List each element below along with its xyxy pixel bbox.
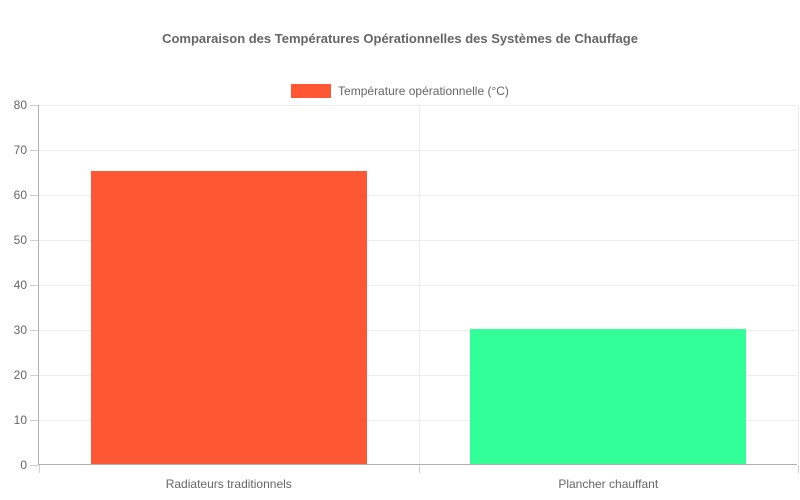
y-axis-tick [30, 420, 38, 421]
y-axis-label: 50 [13, 233, 27, 247]
y-axis-label: 20 [13, 368, 27, 382]
y-axis-label: 60 [13, 188, 27, 202]
x-axis-tick [418, 465, 420, 473]
y-axis-tick [30, 285, 38, 286]
y-axis-tick [30, 330, 38, 331]
chart-title: Comparaison des Températures Opérationne… [162, 31, 638, 46]
y-axis-label: 40 [13, 278, 27, 292]
gridline-horizontal [39, 285, 797, 286]
gridline-horizontal [39, 420, 797, 421]
gridline-horizontal [39, 375, 797, 376]
gridline-horizontal [39, 330, 797, 331]
y-axis-tick [30, 195, 38, 196]
x-axis-label: Radiateurs traditionnels [165, 477, 292, 491]
bar-2[interactable] [470, 329, 746, 464]
legend-swatch [291, 84, 332, 98]
gridline-horizontal [39, 195, 797, 196]
y-axis-tick [30, 105, 38, 106]
x-axis-tick [798, 465, 799, 473]
gridline-horizontal [39, 240, 797, 241]
y-axis-tick [30, 240, 38, 241]
y-axis-label: 10 [13, 413, 27, 427]
gridline-vertical [418, 105, 420, 464]
y-axis-label: 0 [20, 458, 27, 472]
gridline-horizontal [39, 105, 797, 106]
y-axis-tick [30, 150, 38, 151]
y-axis-tick [30, 375, 38, 376]
x-axis-label: Plancher chauffant [558, 477, 659, 491]
y-axis-label: 30 [13, 323, 27, 337]
bar-1[interactable] [91, 171, 367, 464]
gridline-vertical [798, 105, 799, 464]
legend-item[interactable]: Température opérationnelle (°C) [0, 84, 800, 98]
gridline-horizontal [39, 150, 797, 151]
plot-area: 0 10 20 30 40 50 60 70 80 Radiateurs traditionnel… [14, 98, 799, 491]
y-axis-tick [30, 465, 38, 466]
y-axis-label: 80 [13, 98, 27, 112]
x-axis-tick [39, 465, 40, 473]
y-axis-label: 70 [13, 143, 27, 157]
legend-label: Température opérationnelle (°C) [338, 84, 509, 98]
